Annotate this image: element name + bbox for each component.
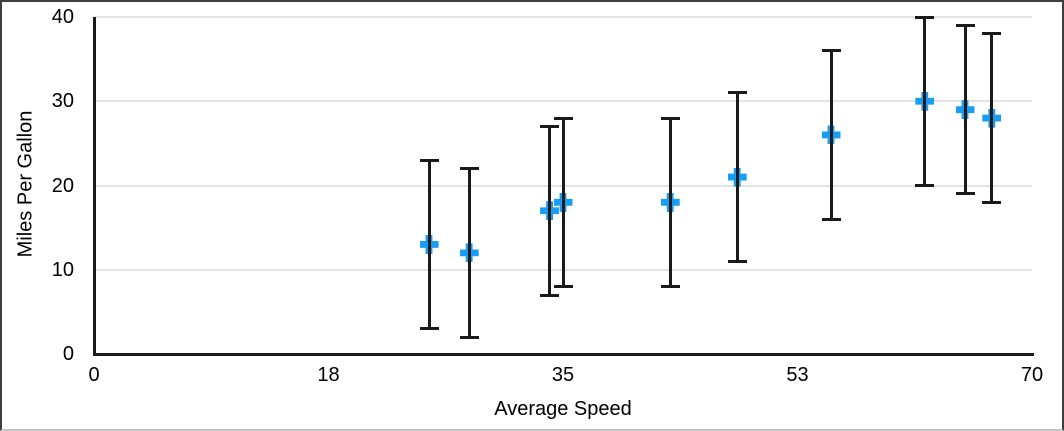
error-bar-line bbox=[427, 160, 431, 329]
y-tick-label: 0 bbox=[62, 343, 74, 365]
error-bar-line bbox=[829, 50, 833, 220]
error-bar-cap-bottom bbox=[821, 217, 841, 221]
error-bar-line bbox=[963, 25, 967, 194]
gridline bbox=[94, 100, 1032, 103]
y-tick-label: 30 bbox=[51, 90, 74, 113]
error-bar-cap-top bbox=[821, 49, 841, 53]
error-bar-cap-bottom bbox=[982, 200, 1002, 204]
error-bar-cap-bottom bbox=[553, 285, 573, 289]
error-bar-cap-bottom bbox=[727, 259, 747, 263]
error-bar-cap-top bbox=[459, 167, 479, 171]
x-tick-label: 18 bbox=[317, 364, 340, 386]
y-tick-label: 40 bbox=[51, 6, 74, 28]
error-bar-cap-bottom bbox=[660, 285, 680, 289]
error-bar-line bbox=[467, 168, 471, 338]
error-bar-cap-top bbox=[540, 125, 560, 129]
x-tick-label: 0 bbox=[88, 364, 100, 386]
error-bar-cap-bottom bbox=[459, 335, 479, 339]
y-axis-title: Miles Per Gallon bbox=[14, 110, 37, 258]
x-tick-label: 35 bbox=[551, 364, 575, 386]
error-bar-line bbox=[668, 118, 672, 287]
error-bar-cap-top bbox=[660, 116, 680, 120]
error-bar-cap-top bbox=[982, 32, 1002, 36]
error-bar-cap-bottom bbox=[419, 327, 439, 331]
error-bar-cap-top bbox=[727, 91, 747, 95]
error-bar-cap-bottom bbox=[915, 184, 935, 187]
error-bar-line bbox=[923, 17, 927, 186]
y-tick-label: 20 bbox=[51, 174, 74, 197]
x-axis-line bbox=[93, 353, 1034, 356]
error-bar-line bbox=[548, 126, 552, 296]
error-bar-cap-top bbox=[419, 158, 439, 162]
error-bar-cap-bottom bbox=[540, 293, 560, 297]
error-bar-cap-top bbox=[955, 23, 975, 27]
error-bar-cap-top bbox=[915, 15, 935, 19]
error-bar-cap-bottom bbox=[955, 192, 975, 196]
error-bar-line bbox=[561, 118, 565, 287]
x-tick-label: 70 bbox=[1020, 364, 1044, 386]
y-tick-label: 10 bbox=[51, 258, 74, 281]
x-tick-label: 53 bbox=[786, 364, 809, 386]
y-axis-line bbox=[93, 17, 96, 356]
error-bar-line bbox=[990, 33, 994, 203]
x-axis-title: Average Speed bbox=[494, 398, 632, 420]
gridline bbox=[94, 16, 1032, 18]
error-bar-cap-top bbox=[553, 116, 573, 120]
error-bar-line bbox=[735, 92, 739, 262]
